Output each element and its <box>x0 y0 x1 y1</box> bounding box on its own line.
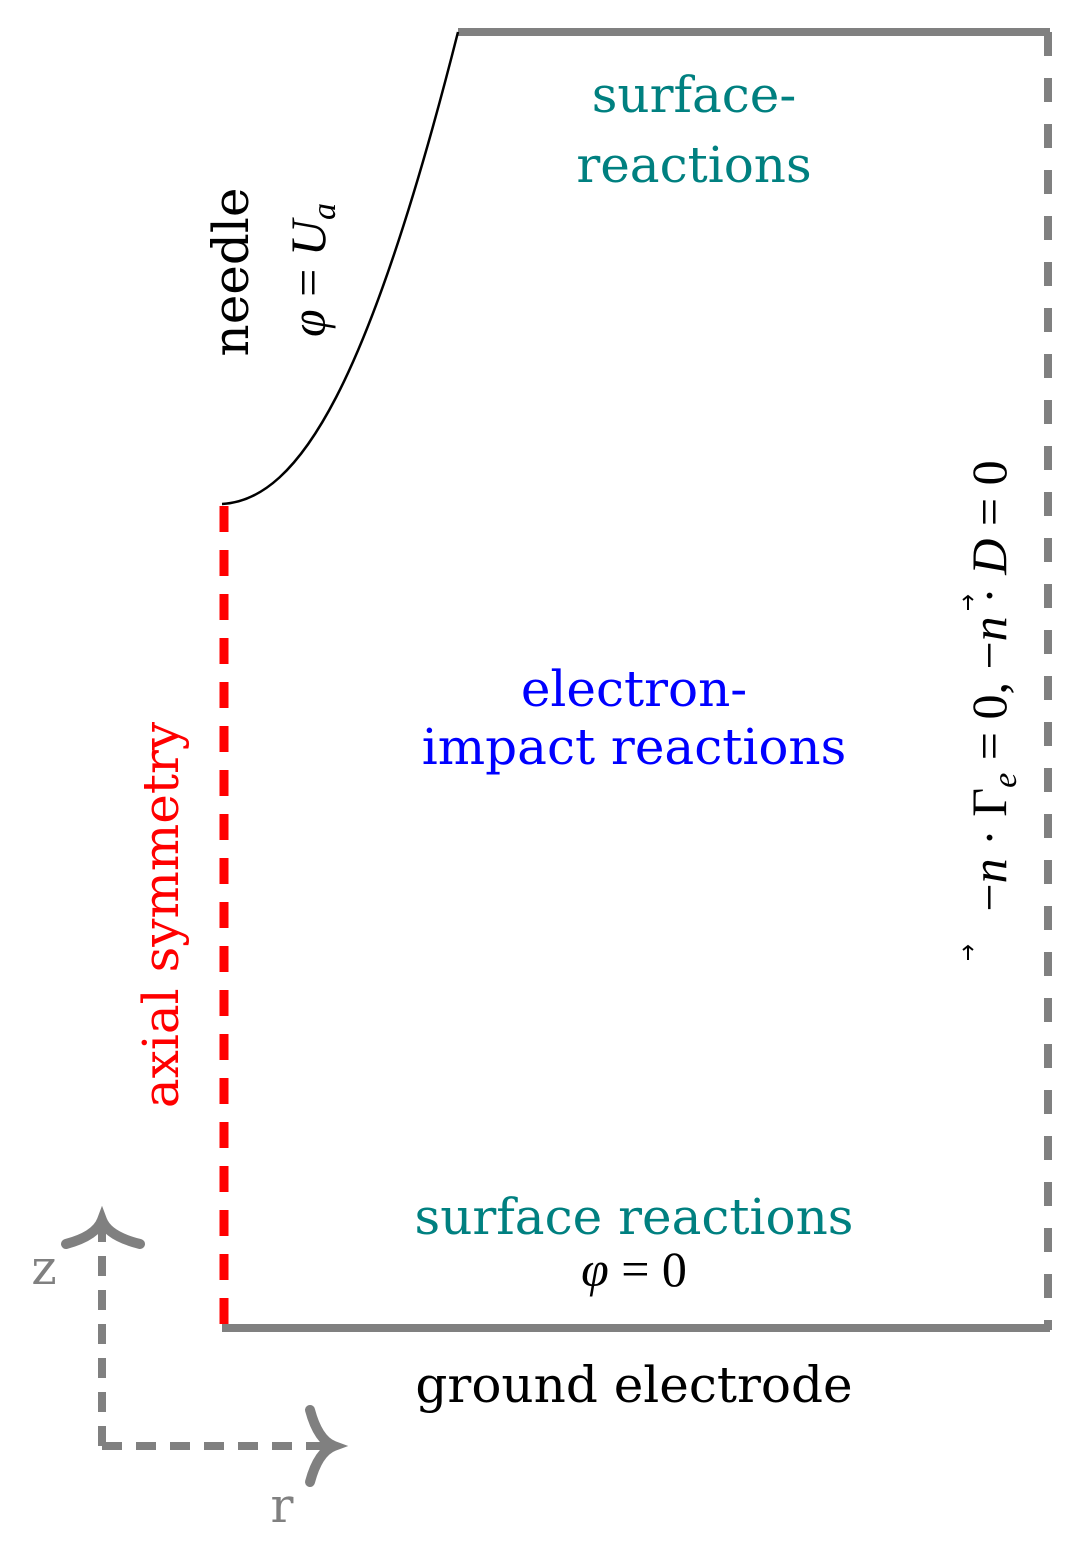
bc-displacement-D: D <box>961 539 1017 576</box>
vector-arrow-mark-2 <box>962 594 974 610</box>
needle-label: needle <box>202 188 260 357</box>
right-boundary-condition-label: −n · Γe = 0, −n · D = 0 <box>961 460 1024 911</box>
bc-minus-1: − <box>961 883 1017 911</box>
ground-electrode-label: ground electrode <box>415 1356 852 1414</box>
ground-equals-zero: = 0 <box>609 1241 687 1297</box>
needle-potential-label: φ = Ua <box>280 203 343 337</box>
surface-bottom-label: surface reactions <box>415 1188 854 1246</box>
bc-equals-zero-1: = 0, − <box>961 641 1017 772</box>
bc-subscript-e: e <box>987 773 1024 788</box>
bc-normal-vector-2: n <box>961 616 1017 641</box>
electron-impact-label-2: impact reactions <box>422 718 847 776</box>
z-arrowhead-icon <box>61 1205 145 1249</box>
needle-U-symbol: U <box>280 217 336 256</box>
bc-dot-2: · <box>961 575 1017 617</box>
r-axis-label: r <box>271 1478 294 1534</box>
vector-arrow-mark-1 <box>962 944 974 960</box>
bc-normal-vector-1: n <box>961 858 1017 883</box>
surface-top-label-1: surface- <box>592 66 797 124</box>
bc-equals-zero-2: = 0 <box>961 460 1017 538</box>
needle-equals: = <box>280 256 336 309</box>
needle-curve <box>221 31 460 506</box>
needle-phi-symbol: φ <box>280 309 336 337</box>
z-axis-label: z <box>31 1240 56 1296</box>
ground-potential-label: φ = 0 <box>581 1241 687 1297</box>
ground-phi-symbol: φ <box>581 1241 609 1297</box>
needle-subscript-a: a <box>306 203 343 220</box>
r-arrowhead-icon <box>305 1405 349 1487</box>
surface-top-label-2: reactions <box>576 136 811 194</box>
electron-impact-label-1: electron- <box>521 660 747 718</box>
bc-flux-gamma: · Γ <box>961 788 1017 859</box>
axial-symmetry-label: axial symmetry <box>132 721 190 1108</box>
